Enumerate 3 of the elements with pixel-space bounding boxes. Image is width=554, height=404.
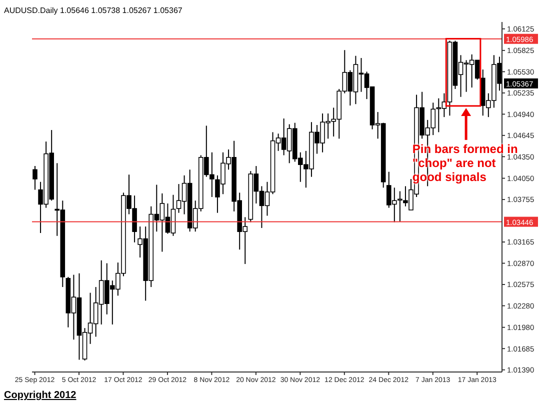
candlestick <box>32 166 38 190</box>
chart-title: AUDUSD.Daily 1.05646 1.05738 1.05267 1.05367 <box>4 6 182 15</box>
text: Copyright 2012 <box>4 390 76 401</box>
